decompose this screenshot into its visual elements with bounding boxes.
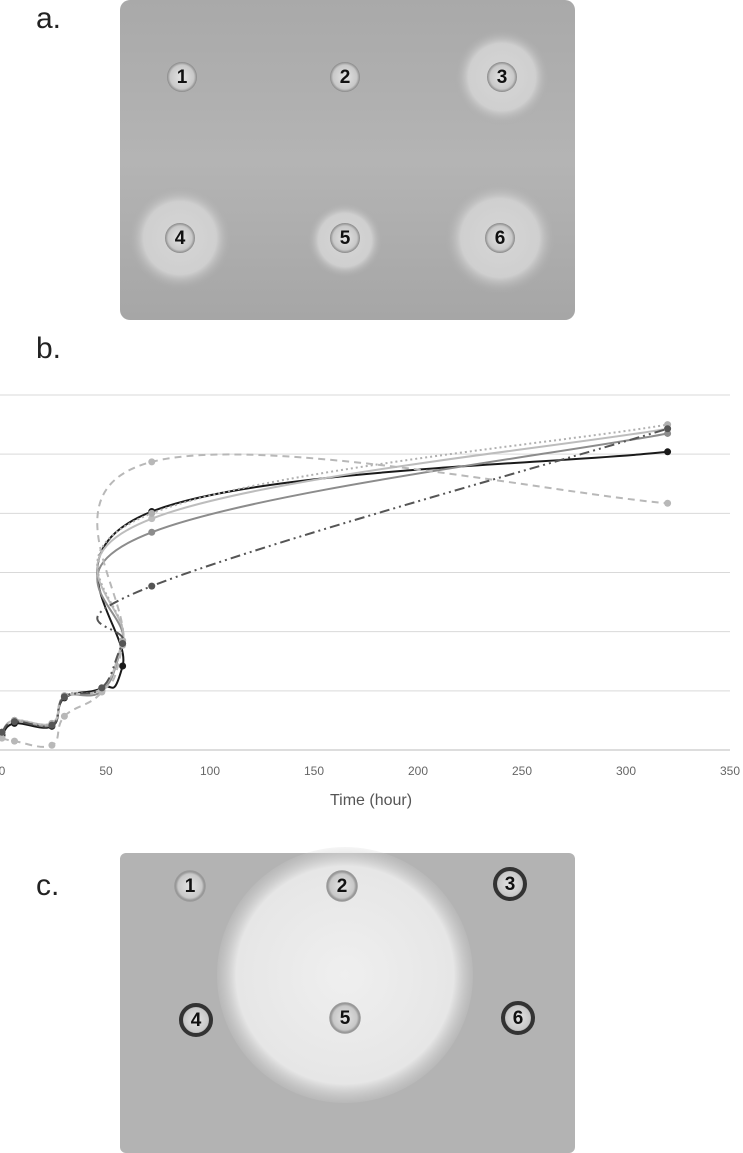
data-point [10,718,18,726]
data-point [119,640,127,647]
series-line [1,453,668,748]
well-label: 1 [185,876,196,897]
series-line [1,427,668,734]
panel-label: c. [36,869,59,902]
x-tick-label: 100 [200,764,220,778]
well-label: 2 [340,67,351,88]
x-axis-title: Time (hour) [330,792,412,809]
well-label: 6 [513,1008,524,1029]
zone [217,847,473,1103]
well [326,870,358,902]
well-label: 5 [340,1008,351,1029]
data-point [148,509,156,517]
data-point [664,448,672,456]
x-tick-label: 0 [0,764,6,778]
well-label: 1 [177,67,188,88]
data-point [148,582,156,590]
well [485,223,515,253]
well-label: 4 [175,228,186,249]
data-point [10,737,18,745]
well-label: 4 [191,1010,202,1031]
panel-label: b. [36,332,61,365]
well [501,1001,535,1035]
x-tick-label: 150 [304,764,324,778]
well [487,62,517,92]
data-point [119,662,127,670]
data-point [98,684,106,692]
well-label: 3 [505,874,516,895]
well [165,223,195,253]
well-label: 5 [340,228,351,249]
well [174,870,206,902]
well [330,223,360,253]
well-label: 6 [495,228,506,249]
data-point [148,528,156,536]
data-point [148,458,156,466]
x-tick-label: 250 [512,764,532,778]
well [329,1002,361,1034]
x-tick-label: 300 [616,764,636,778]
data-point [664,499,672,507]
well [179,1003,213,1037]
data-point [0,734,6,742]
data-point [48,741,56,749]
data-point [60,693,68,701]
series-line [1,423,668,733]
well [493,867,527,901]
data-point [0,728,6,736]
data-point [48,721,56,729]
x-tick-label: 350 [720,764,740,778]
well [167,62,197,92]
well [330,62,360,92]
well-label: 3 [497,67,508,88]
data-point [664,425,672,433]
data-point [148,515,156,523]
panel-label: a. [36,2,61,35]
x-tick-label: 200 [408,764,428,778]
x-tick-label: 50 [99,764,113,778]
data-point [60,712,68,720]
well-label: 2 [337,876,348,897]
